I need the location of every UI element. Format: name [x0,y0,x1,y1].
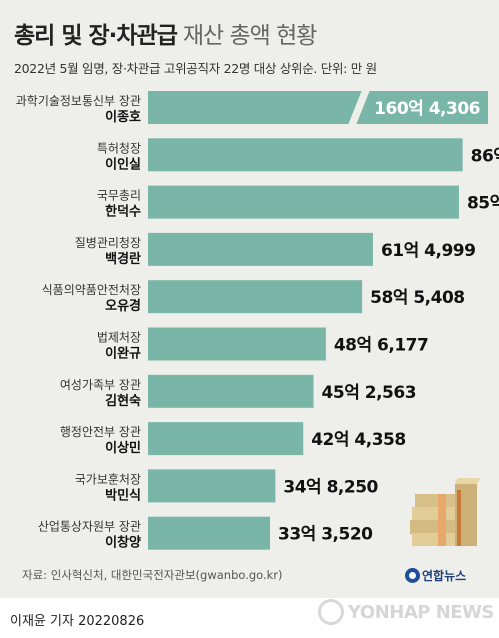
byline: 이재윤 기자 20220826 [10,614,145,629]
row-name-label: 이인실 [105,156,141,172]
title-light: 재산 총액 현황 [182,23,318,49]
watermark: YONHAP NEWS [318,599,494,625]
page-title: 총리 및 장·차관급 재산 총액 현황 [14,16,318,50]
row-title-label: 행정안전부 장관 [60,424,141,439]
money-stack-illustration [410,478,480,546]
brand-name: 연합뉴스 [422,569,467,583]
value-label: 48억 6,177 [334,336,429,356]
row-title-label: 국가보훈처장 [75,472,141,486]
brand: 연합뉴스 [405,565,466,584]
value-label: 33억 3,520 [278,525,373,545]
value-label: 58억 5,408 [370,288,465,308]
value-label: 61억 4,999 [381,241,476,261]
row-title-label: 산업통상자원부 장관 [38,520,141,534]
subtitle: 2022년 5월 임명, 장·차관급 고위공직자 22명 대상 상위순. 단위:… [14,61,377,76]
title-bold: 총리 및 장·차관급 [14,23,178,49]
row-name-label: 한덕수 [105,204,141,220]
bar-7 [148,374,314,408]
value-label: 34억 8,250 [283,477,378,497]
row-name-label: 김현숙 [105,393,141,409]
row-name-label: 백경란 [105,251,141,267]
row-title-label: 질병관리청장 [75,236,141,250]
bar-10 [148,516,270,550]
row-name-label: 오유경 [105,298,141,314]
row-name-label: 이완규 [105,346,141,362]
row-title-label: 식품의약품안전처장 [42,282,141,297]
row-title-label: 여성가족부 장관 [60,378,141,392]
watermark-logo-icon [318,599,344,625]
value-label: 160억 4,306 [374,99,480,119]
row-name-label: 이종호 [105,109,141,125]
row-name-label: 이상민 [105,440,141,456]
row-title-label: 특허청장 [97,141,141,155]
bar-3 [148,185,459,219]
bar-1 [148,91,488,124]
value-label: 45억 2,563 [322,383,417,403]
watermark-text: YONHAP NEWS [348,601,494,623]
bar-8 [148,422,304,456]
bar-6 [148,327,326,361]
row-name-label: 이창양 [105,535,141,551]
row-title-label: 과학기술정보통신부 장관 [16,94,141,108]
row-title-label: 국무총리 [97,189,141,203]
value-label: 42억 4,358 [311,430,406,450]
value-label: 85억 91 [467,194,499,214]
bar-4 [148,232,373,266]
value-label: 86억 84 [471,146,499,166]
row-title-label: 법제처장 [97,331,141,345]
yonhap-logo-icon [405,568,420,583]
bar-5 [148,280,363,314]
axis-break-mark [348,90,370,125]
row-name-label: 박민식 [105,487,141,503]
bar-9 [148,469,276,503]
bar-2 [148,138,463,172]
source-note: 자료: 인사혁신처, 대한민국전자관보(gwanbo.go.kr) [22,568,283,582]
